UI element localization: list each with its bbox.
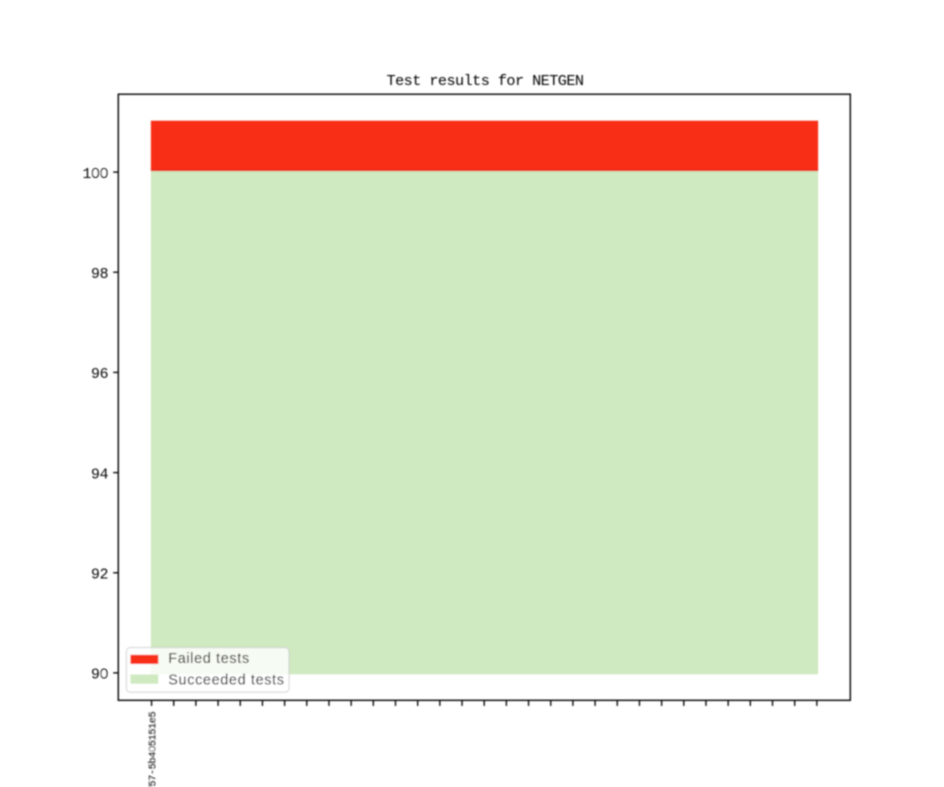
svg-text:98: 98 — [91, 267, 108, 283]
svg-text:90: 90 — [91, 668, 108, 684]
svg-text:Test results for NETGEN: Test results for NETGEN — [387, 72, 584, 90]
svg-text:94: 94 — [91, 467, 109, 483]
svg-text:96: 96 — [91, 367, 108, 383]
svg-text:92: 92 — [91, 568, 108, 584]
svg-text:Succeeded tests: Succeeded tests — [168, 672, 284, 688]
svg-text:Failed tests: Failed tests — [168, 651, 250, 667]
